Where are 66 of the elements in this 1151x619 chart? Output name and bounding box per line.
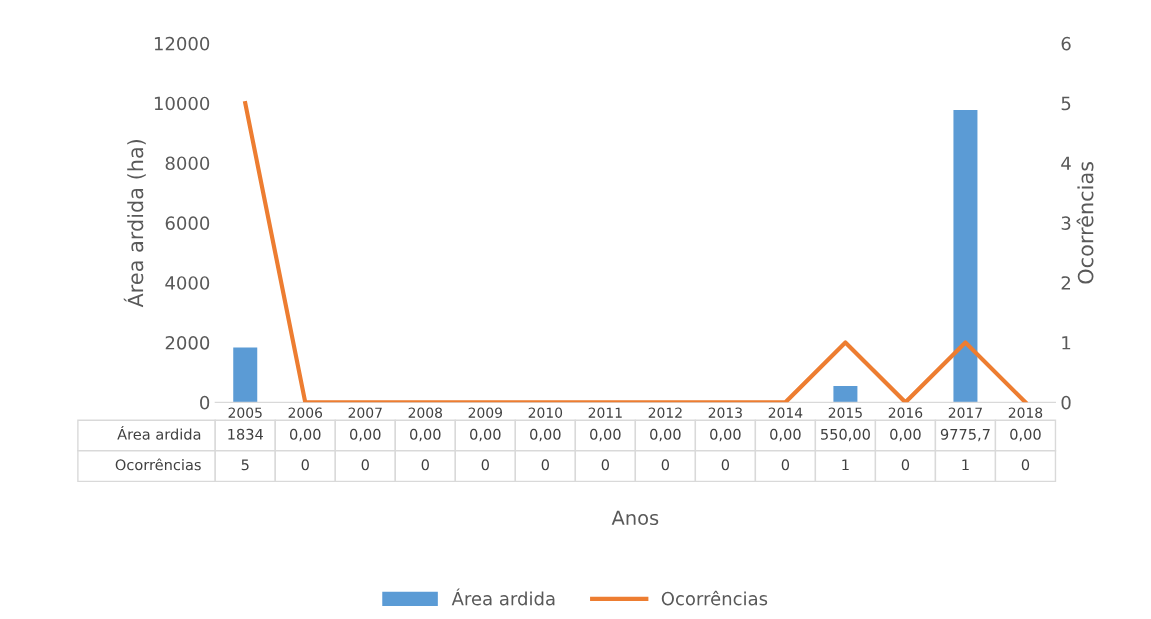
bar (953, 109, 978, 403)
y-tick-label: 6000 (165, 216, 210, 230)
data-label: 0 (301, 459, 309, 471)
data-label: 1 (962, 459, 969, 471)
legend-label: Área ardida (451, 588, 555, 606)
x-tick-label: 2005 (228, 407, 262, 418)
y-tick-label: 12000 (154, 36, 210, 51)
x-tick-label: 2010 (528, 407, 563, 418)
x-tick-label: 2018 (1008, 407, 1043, 418)
data-label: 0 (721, 459, 730, 471)
data-label: 0,00 (590, 428, 621, 442)
y2-tick-label: 6 (1061, 36, 1071, 51)
data-label: 0,00 (1010, 428, 1041, 442)
bar (233, 347, 258, 403)
y-tick-label: 10000 (154, 96, 210, 111)
y-axis-title: Área ardida (ha) (123, 139, 146, 308)
data-label: 0,00 (650, 428, 681, 442)
y2-tick-label: 4 (1061, 156, 1071, 170)
data-label: 1 (842, 459, 849, 471)
data-label: 0 (901, 459, 910, 471)
data-label: 9775,7 (940, 428, 990, 442)
data-label: 0 (421, 459, 429, 471)
y-tick-label: 0 (200, 395, 210, 410)
y2-axis-title: Ocorrências (1076, 161, 1094, 284)
data-label: 0,00 (890, 428, 921, 442)
x-tick-label: 2017 (948, 407, 982, 418)
y2-tick-label: 2 (1061, 276, 1071, 290)
y-tick-label: 4000 (165, 276, 210, 290)
x-tick-label: 2015 (828, 407, 862, 418)
data-label: 0,00 (350, 428, 381, 442)
data-label: 0,00 (770, 428, 801, 442)
data-label: 0 (481, 459, 489, 471)
data-label: 0 (541, 459, 549, 471)
x-tick-label: 2007 (348, 407, 382, 418)
data-label: 550,00 (821, 428, 870, 442)
x-tick-label: 2012 (648, 407, 682, 418)
y2-tick-label: 3 (1061, 216, 1071, 230)
data-label: 0,00 (410, 428, 441, 442)
data-label: 0 (1021, 459, 1030, 471)
data-label: 0,00 (710, 428, 741, 442)
x-tick-label: 2013 (708, 407, 742, 418)
bar (833, 385, 858, 403)
y-tick-label: 2000 (165, 335, 210, 350)
data-label: 0,00 (470, 428, 501, 442)
data-label: 0,00 (289, 428, 321, 442)
x-tick-label: 2011 (588, 407, 622, 418)
data-label: 0,00 (530, 428, 561, 442)
x-tick-label: 2008 (408, 407, 443, 418)
data-label: 0 (781, 459, 790, 471)
y-tick-label: 8000 (165, 156, 210, 171)
data-label: 0 (361, 459, 369, 471)
text: Área ardida (117, 426, 201, 440)
data-label: 1834 (228, 428, 263, 440)
data-label: 0 (661, 459, 670, 471)
x-tick-label: 2006 (288, 407, 323, 418)
text: Ocorrências (115, 458, 201, 471)
x-axis-title: Anos (611, 510, 659, 526)
x-tick-label: 2014 (768, 407, 803, 418)
y2-tick-label: 1 (1062, 336, 1071, 350)
data-label: 0 (601, 459, 610, 471)
x-tick-label: 2016 (888, 407, 923, 418)
y2-tick-label: 5 (1061, 96, 1071, 111)
x-tick-label: 2009 (468, 407, 503, 418)
data-label: 5 (241, 459, 249, 471)
y2-tick-label: 0 (1061, 395, 1071, 410)
legend-label: Ocorrências (661, 590, 768, 606)
